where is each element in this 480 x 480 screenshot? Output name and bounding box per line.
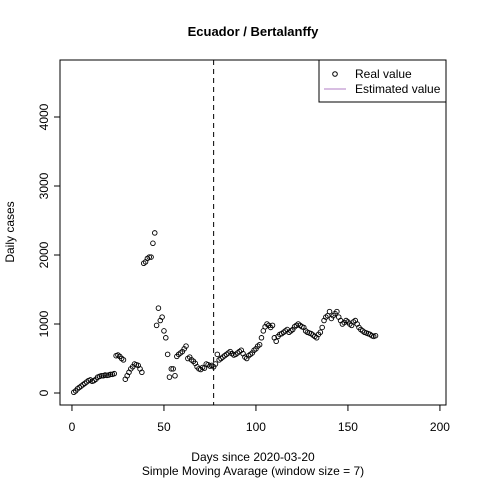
chart-title: Ecuador / Bertalanffy	[188, 24, 320, 39]
point	[269, 322, 276, 329]
y-tick-label: 1000	[37, 310, 51, 337]
point	[317, 329, 324, 336]
y-axis-label: Daily cases	[3, 201, 17, 262]
x-tick-label: 100	[246, 420, 266, 434]
x-tick-label: 200	[430, 420, 450, 434]
point	[146, 254, 152, 260]
x-tick-label: 150	[338, 420, 358, 434]
point	[168, 366, 175, 372]
point	[155, 305, 162, 311]
point	[258, 335, 265, 341]
point	[150, 240, 156, 247]
point	[152, 230, 158, 236]
x-axis-label: Days since 2020-03-20	[191, 450, 315, 464]
point	[372, 332, 379, 339]
legend-symbol	[332, 71, 338, 77]
point	[163, 335, 169, 341]
plot-box	[59, 59, 447, 406]
subtitle: Simple Moving Avarage (window size = 7)	[142, 464, 364, 478]
legend-label: Estimated value	[355, 82, 441, 96]
point	[212, 361, 219, 367]
legend-box	[318, 59, 447, 103]
point	[111, 370, 118, 377]
point	[319, 324, 325, 331]
point	[139, 369, 145, 376]
point	[166, 374, 173, 380]
point	[164, 351, 171, 358]
point	[107, 371, 114, 378]
point	[334, 308, 340, 315]
x-tick-label: 0	[69, 420, 76, 434]
point	[170, 366, 176, 372]
point	[159, 314, 165, 320]
x-tick-label: 50	[157, 420, 171, 434]
point	[172, 372, 178, 379]
y-tick-label: 3000	[37, 172, 51, 199]
point	[98, 372, 105, 379]
point	[273, 338, 279, 344]
point	[161, 328, 167, 334]
point	[153, 322, 160, 329]
point	[120, 357, 127, 363]
legend-label: Real value	[355, 67, 412, 81]
point	[326, 308, 333, 315]
y-tick-label: 2000	[37, 241, 51, 268]
point	[183, 343, 189, 349]
point	[214, 351, 221, 358]
y-tick-label: 0	[37, 389, 51, 396]
y-tick-label: 4000	[37, 103, 51, 130]
point	[148, 254, 154, 260]
point	[256, 341, 263, 348]
